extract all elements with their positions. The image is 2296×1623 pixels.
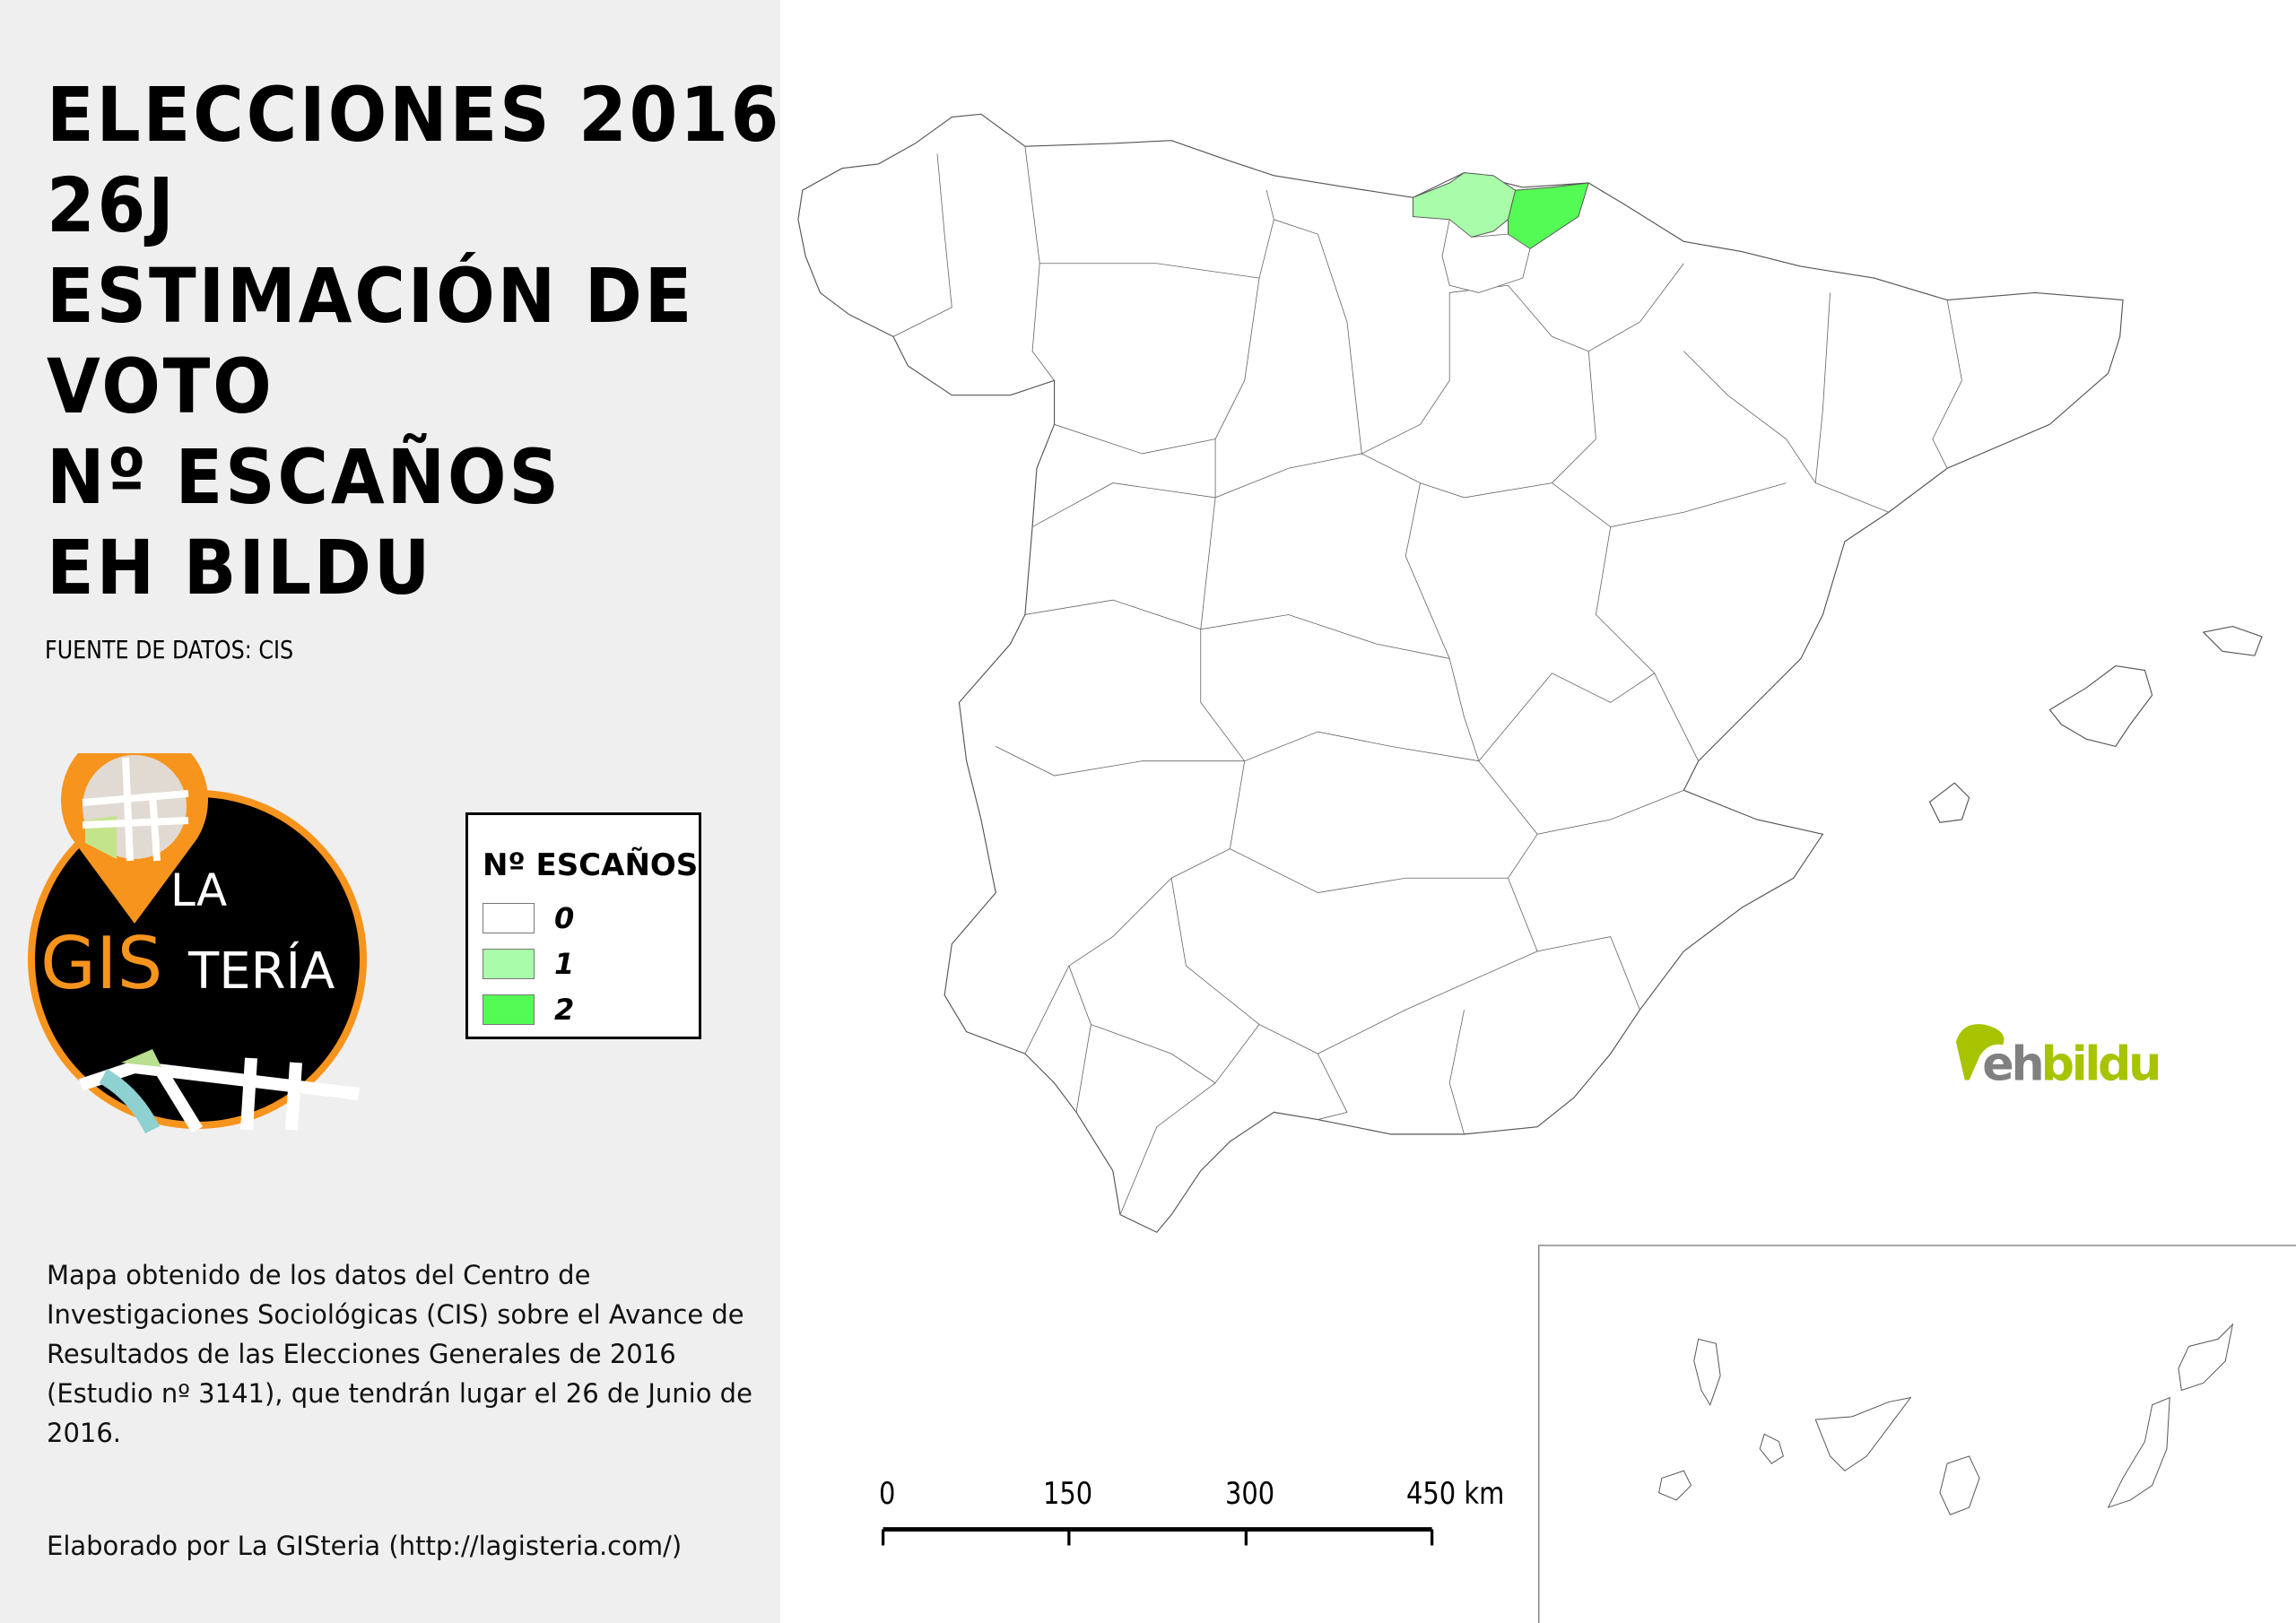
title-line: Nº ESCAÑOS: [47, 433, 561, 521]
map-description: Mapa obtenido de los datos del Centro de…: [47, 1260, 752, 1448]
legend-item-2: 2: [483, 993, 575, 1027]
ehbildu-logo: eh bildu: [1955, 1024, 2161, 1091]
ehbildu-eh: eh: [1982, 1037, 2041, 1091]
canary-islands: [1658, 1323, 2234, 1515]
legend-title: Nº ESCAÑOS: [483, 847, 699, 883]
province-borders: [892, 146, 1962, 1215]
logo-la: LA: [170, 864, 227, 916]
menorca-outline: [2202, 625, 2263, 656]
canary-islands-inset: [1538, 1245, 2296, 1623]
title-line: EH BILDU: [47, 524, 433, 612]
map-legend: Nº ESCAÑOS 0 1 2: [465, 812, 701, 1039]
title-line: ELECCIONES 2016: [47, 71, 782, 159]
ehbildu-bildu: bildu: [2041, 1037, 2159, 1091]
province-gipuzkoa: [1508, 182, 1589, 250]
logo-gis: GIS: [40, 922, 162, 1005]
legend-item-1: 1: [483, 947, 575, 981]
info-panel: ELECCIONES 2016 26J ESTIMACIÓN DE VOTO N…: [0, 0, 780, 1623]
title-line: 26J: [47, 161, 177, 249]
title-line: ESTIMACIÓN DE: [47, 252, 695, 340]
ibiza-outline: [1928, 782, 1970, 823]
legend-swatch: [483, 903, 535, 933]
legend-swatch: [483, 994, 535, 1025]
legend-label: 2: [554, 993, 575, 1027]
data-source: FUENTE DE DATOS: CIS: [45, 635, 294, 664]
province-araba: [1441, 219, 1531, 293]
scale-bar: [881, 1527, 1434, 1546]
lagisteria-logo: LA GIS TERÍA: [28, 753, 367, 1134]
legend-item-0: 0: [483, 901, 575, 935]
scale-label-0: 0: [879, 1476, 896, 1512]
scale-label-450: 450 km: [1406, 1476, 1505, 1512]
legend-label: 0: [554, 901, 575, 935]
legend-swatch: [483, 949, 535, 979]
mallorca-outline: [2048, 665, 2153, 748]
map-title: ELECCIONES 2016 26J ESTIMACIÓN DE VOTO N…: [47, 70, 781, 613]
credit-line: Elaborado por La GISteria (http://lagist…: [47, 1531, 683, 1561]
legend-label: 1: [554, 947, 575, 981]
title-line: VOTO: [47, 343, 274, 430]
scale-label-300: 300: [1225, 1476, 1275, 1512]
scale-label-150: 150: [1043, 1476, 1093, 1512]
logo-teria: TERÍA: [187, 942, 335, 1001]
